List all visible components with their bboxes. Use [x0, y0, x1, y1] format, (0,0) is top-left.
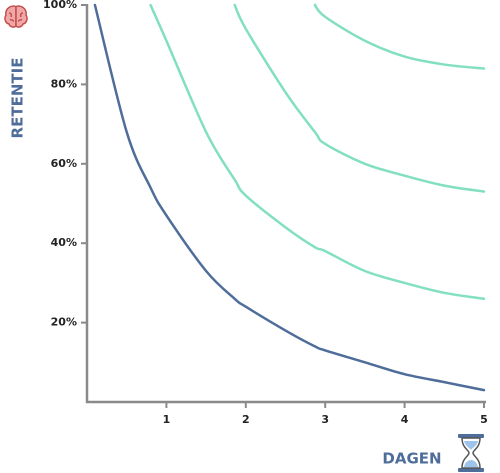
y-tick-label: 40%	[51, 236, 77, 249]
y-axis-title: RETENTIE	[9, 58, 27, 139]
forgetting-curve	[313, 3, 486, 70]
brain-icon	[4, 5, 28, 28]
x-tick-label: 4	[401, 413, 409, 426]
y-tick-label: 20%	[51, 316, 77, 329]
y-tick-label: 60%	[51, 157, 77, 170]
forgetting-curve	[233, 3, 486, 193]
forgetting-curve	[93, 3, 486, 392]
x-tick-label: 1	[163, 413, 171, 426]
y-tick-label: 100%	[43, 0, 77, 11]
x-tick-label: 5	[480, 413, 488, 426]
hourglass-icon	[458, 434, 484, 472]
x-axis-title: DAGEN	[382, 450, 441, 468]
x-tick-label: 2	[242, 413, 250, 426]
x-tick-label: 3	[321, 413, 329, 426]
forgetting-curve	[149, 3, 486, 301]
y-tick-label: 80%	[51, 77, 77, 90]
